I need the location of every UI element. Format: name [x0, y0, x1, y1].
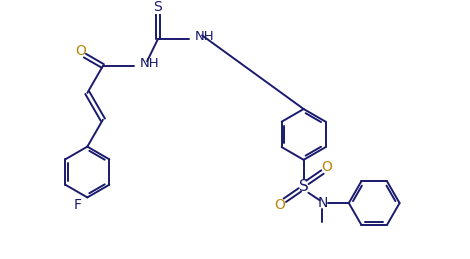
Text: NH: NH [195, 30, 214, 43]
Text: S: S [154, 0, 162, 14]
Text: S: S [299, 179, 308, 194]
Text: O: O [274, 198, 286, 212]
Text: F: F [74, 198, 82, 212]
Text: O: O [76, 44, 86, 58]
Text: N: N [317, 196, 328, 210]
Text: NH: NH [140, 57, 159, 70]
Text: O: O [322, 160, 333, 174]
